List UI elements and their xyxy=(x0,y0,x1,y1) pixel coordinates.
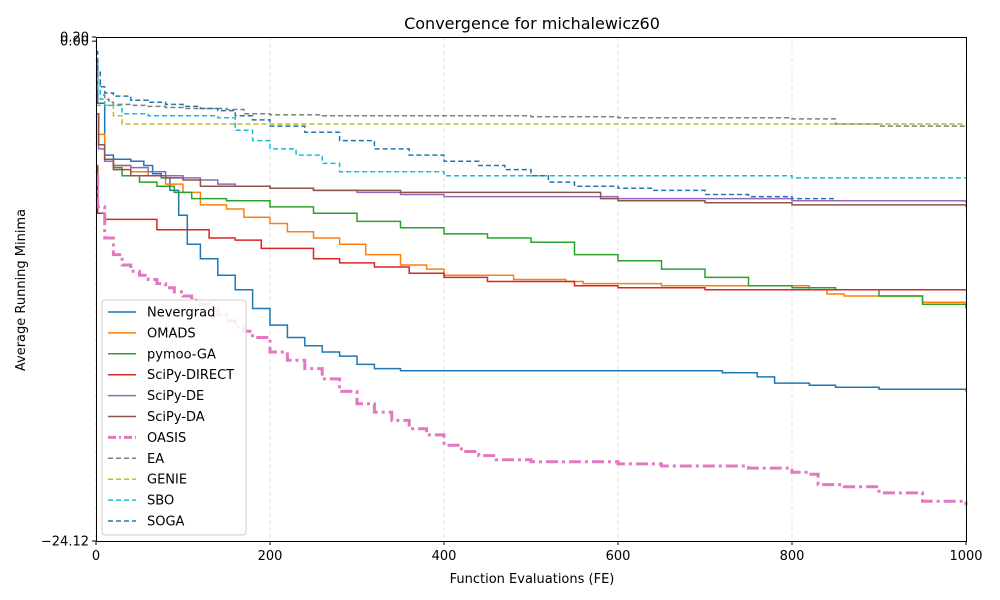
series-line-scipy-da xyxy=(96,112,967,207)
legend-label: OASIS xyxy=(147,431,186,446)
series-line-genie xyxy=(96,104,966,125)
series-line-scipy-de xyxy=(96,112,967,203)
x-tick-label: 400 xyxy=(432,549,457,564)
series-line-nevergrad xyxy=(96,61,967,392)
legend: Nevergrad OMADS pymoo-GA SciPy-DIRECT SciPy-… xyxy=(101,299,247,536)
series-line-omads xyxy=(96,112,967,309)
y-tick-label: 0.20 xyxy=(60,31,89,46)
plot-frame xyxy=(96,37,967,542)
x-tick-label: 0 xyxy=(92,549,100,564)
legend-label: Nevergrad xyxy=(147,306,215,321)
plot-area xyxy=(96,50,968,506)
x-axis-label: Function Evaluations (FE) xyxy=(450,572,615,587)
legend-label: EA xyxy=(147,452,164,467)
y-tick-label: 0.00 xyxy=(60,35,89,50)
legend-label: SOGA xyxy=(147,515,185,530)
series-line-soga xyxy=(96,50,837,201)
x-axis-ticks: 0 200 400 600 800 1000 xyxy=(92,541,983,564)
x-tick-label: 1000 xyxy=(949,549,982,564)
series-line-scipy-direct xyxy=(96,164,966,291)
legend-label: GENIE xyxy=(147,473,187,488)
legend-label: OMADS xyxy=(147,326,196,341)
series-line-sbo xyxy=(96,61,966,179)
x-tick-label: 200 xyxy=(258,549,283,564)
legend-box xyxy=(101,299,247,536)
legend-label: SciPy-DA xyxy=(147,410,205,425)
chart-title: Convergence for michalewicz60 xyxy=(404,14,660,33)
y-axis-label: Average Running Minima xyxy=(14,209,29,371)
y-tick-label: −24.12 xyxy=(41,535,89,550)
legend-label: SciPy-DE xyxy=(147,389,204,404)
x-tick-label: 800 xyxy=(780,549,805,564)
y-axis-ticks: 0.200.00 −24.12 xyxy=(41,31,96,550)
series-line-ea xyxy=(96,61,966,127)
x-tick-label: 600 xyxy=(606,549,631,564)
legend-label: SBO xyxy=(147,494,174,509)
series-line-oasis xyxy=(96,174,968,506)
legend-label: pymoo-GA xyxy=(147,347,216,362)
legend-label: SciPy-DIRECT xyxy=(147,368,234,383)
